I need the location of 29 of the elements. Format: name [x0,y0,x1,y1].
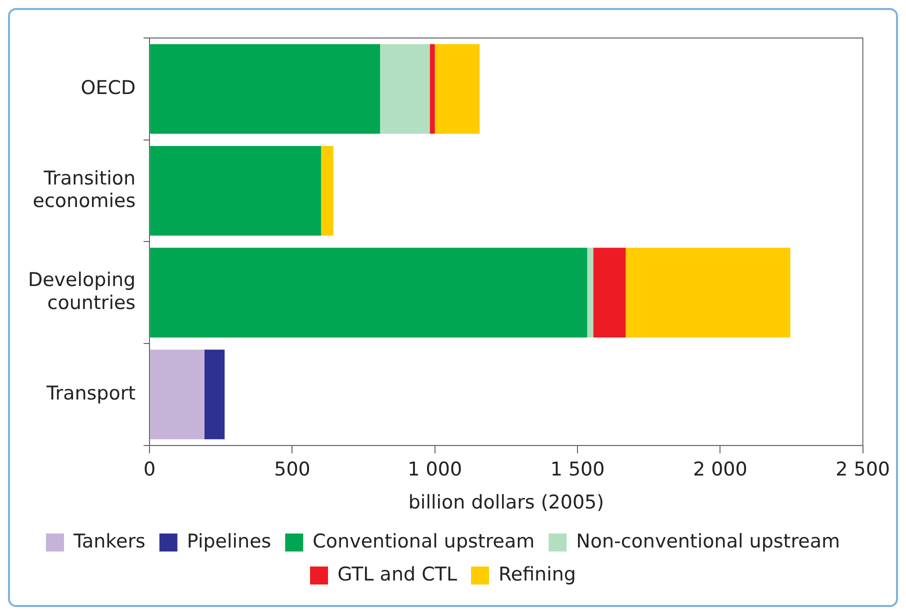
bar [321,146,334,236]
y-tick-label: Developing countries [28,269,136,314]
bar [150,248,588,338]
bar [587,248,594,338]
bar [150,44,380,134]
y-tick-label: Transition economies [32,167,136,212]
bar [430,44,435,134]
x-tick-label: 0 [144,458,156,481]
x-tick-label: 1 500 [550,458,605,481]
x-tick-label: 2 000 [692,458,748,481]
legend-label: Refining [498,563,576,586]
x-tick-label: 500 [274,458,310,481]
bar [434,44,480,134]
bar [593,248,626,338]
x-tick-label: 2 500 [836,458,890,481]
bar [626,248,790,338]
y-tick-label: Transport [45,382,136,404]
x-tick-label: 1 000 [408,458,462,481]
y-tick-label: OECD [80,76,136,99]
bar [380,44,430,134]
bar [150,350,204,440]
legend-label: Conventional upstream [312,530,535,552]
legend-label: Pipelines [186,530,272,552]
legend-label: Non-conventional upstream [576,530,840,552]
bar [204,350,225,440]
legend-label: GTL and CTL [338,563,458,586]
bar [150,146,322,236]
x-axis-title: billion dollars (2005) [408,492,604,514]
legend-label: Tankers [72,530,146,552]
